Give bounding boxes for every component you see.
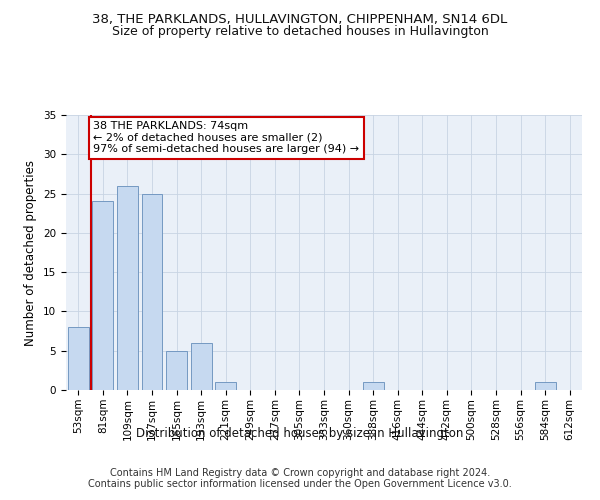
Text: Size of property relative to detached houses in Hullavington: Size of property relative to detached ho… (112, 25, 488, 38)
Bar (92, 202, 113, 390)
Bar (191, 343, 212, 390)
Y-axis label: Number of detached properties: Number of detached properties (25, 160, 37, 346)
Text: 38, THE PARKLANDS, HULLAVINGTON, CHIPPENHAM, SN14 6DL: 38, THE PARKLANDS, HULLAVINGTON, CHIPPEN… (92, 12, 508, 26)
Text: Distribution of detached houses by size in Hullavington: Distribution of detached houses by size … (136, 428, 464, 440)
Text: Contains HM Land Registry data © Crown copyright and database right 2024.
Contai: Contains HM Land Registry data © Crown c… (88, 468, 512, 489)
Bar (166, 350, 187, 390)
Bar (362, 382, 383, 390)
Bar (142, 194, 163, 390)
Bar (68, 327, 89, 390)
Bar (117, 186, 138, 390)
Bar (535, 382, 556, 390)
Bar (215, 382, 236, 390)
Text: 38 THE PARKLANDS: 74sqm
← 2% of detached houses are smaller (2)
97% of semi-deta: 38 THE PARKLANDS: 74sqm ← 2% of detached… (93, 122, 359, 154)
